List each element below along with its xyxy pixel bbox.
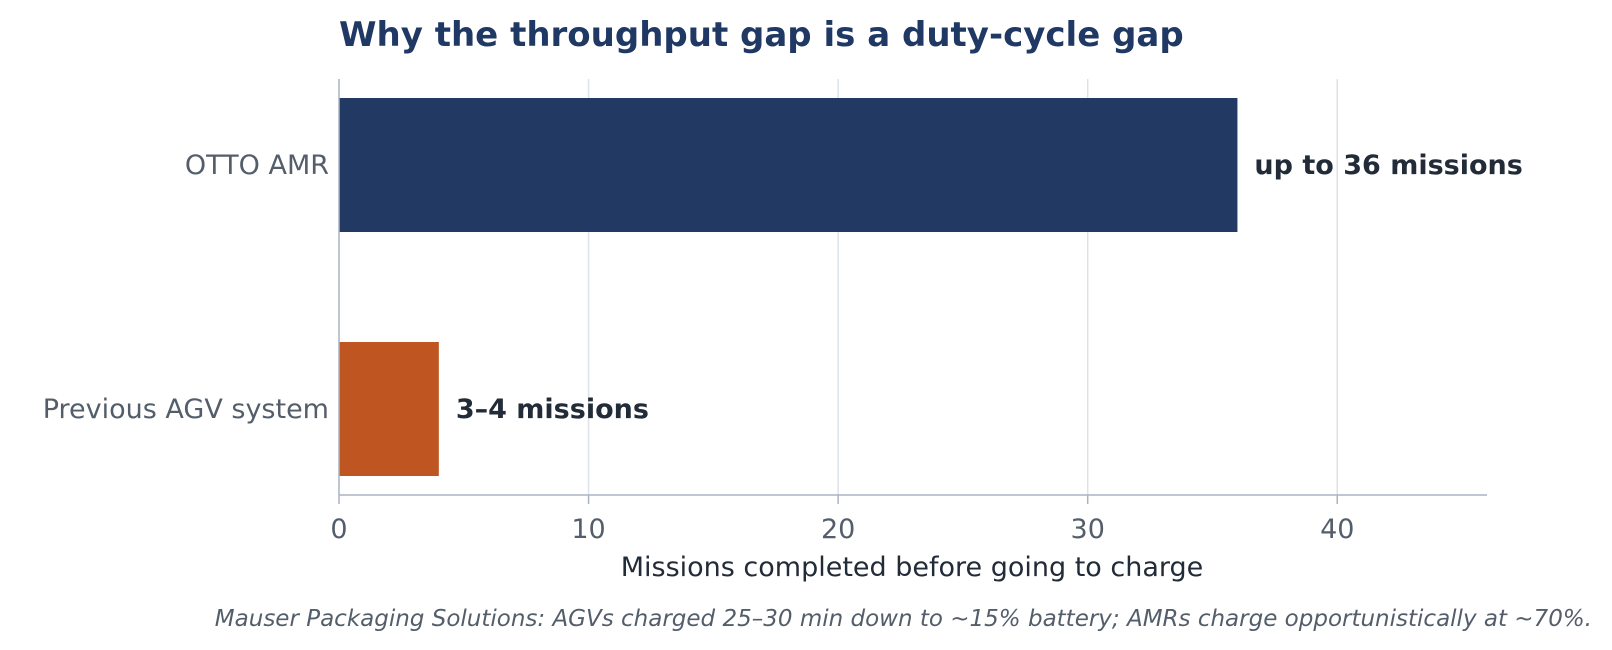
axis-layer [338,79,1487,496]
x-axis-label: Missions completed before going to charg… [621,552,1204,583]
x-tick-label-30: 30 [1071,514,1105,545]
x-tick-label-40: 40 [1320,514,1354,545]
data-label-1: up to 36 missions [1254,150,1522,181]
tick-layer: 0 10 20 30 40 [330,495,1354,545]
category-label-1: OTTO AMR [185,150,329,181]
category-label-2: Previous AGV system [43,394,329,425]
x-tick-label-20: 20 [821,514,855,545]
category-layer: OTTO AMR Previous AGV system [43,150,329,425]
bar-2 [339,342,439,476]
label-layer: up to 36 missions 3–4 missions [456,150,1523,425]
bar-1 [339,98,1238,232]
data-label-2: 3–4 missions [456,394,649,425]
x-tick-label-0: 0 [330,514,347,545]
chart-footnote: Mauser Packaging Solutions: AGVs charged… [215,606,1592,632]
bar-layer [339,98,1238,476]
x-tick-label-10: 10 [571,514,605,545]
chart-title: Why the throughput gap is a duty-cycle g… [339,15,1184,55]
